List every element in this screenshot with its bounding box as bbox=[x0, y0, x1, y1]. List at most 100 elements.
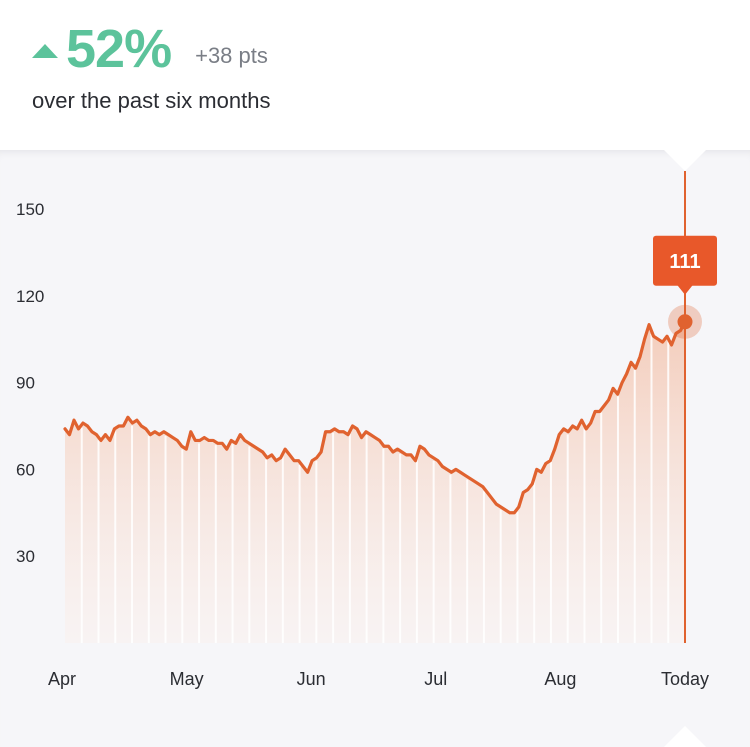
data-point bbox=[211, 438, 215, 442]
change-points: +38 pts bbox=[195, 43, 268, 68]
data-point bbox=[252, 444, 256, 448]
data-point bbox=[175, 438, 179, 442]
y-tick-label: 90 bbox=[16, 374, 35, 393]
data-point bbox=[270, 453, 274, 457]
x-tick-label: Apr bbox=[48, 669, 76, 689]
data-point bbox=[395, 447, 399, 451]
data-point bbox=[562, 427, 566, 431]
series-line bbox=[63, 320, 687, 515]
area-stripes bbox=[80, 333, 670, 643]
data-point bbox=[593, 410, 597, 414]
data-point bbox=[72, 418, 76, 422]
data-point bbox=[535, 467, 539, 471]
data-point bbox=[274, 459, 278, 463]
data-point bbox=[490, 496, 494, 500]
data-point bbox=[454, 467, 458, 471]
data-point bbox=[292, 459, 296, 463]
data-point bbox=[301, 464, 305, 468]
data-point bbox=[355, 427, 359, 431]
data-point bbox=[481, 485, 485, 489]
data-point bbox=[220, 441, 224, 445]
data-point bbox=[108, 438, 112, 442]
data-point bbox=[544, 462, 548, 466]
data-point bbox=[76, 427, 80, 431]
data-point bbox=[418, 444, 422, 448]
data-point bbox=[607, 398, 611, 402]
data-point bbox=[283, 447, 287, 451]
data-point bbox=[117, 424, 121, 428]
data-point bbox=[445, 467, 449, 471]
data-point bbox=[458, 470, 462, 474]
tooltip-value: 111 bbox=[669, 251, 700, 273]
data-point bbox=[279, 456, 283, 460]
data-point bbox=[656, 337, 660, 341]
data-point bbox=[467, 476, 471, 480]
data-point bbox=[85, 424, 89, 428]
data-point bbox=[557, 433, 561, 437]
data-point bbox=[342, 430, 346, 434]
data-point bbox=[575, 427, 579, 431]
data-point bbox=[67, 433, 71, 437]
x-tick-label: Today bbox=[661, 669, 709, 689]
trend-up-icon bbox=[32, 44, 58, 58]
data-point bbox=[643, 337, 647, 341]
area-fill bbox=[65, 321, 685, 643]
data-point bbox=[256, 447, 260, 451]
data-point bbox=[566, 430, 570, 434]
data-point bbox=[638, 355, 642, 359]
data-point bbox=[548, 459, 552, 463]
data-point bbox=[193, 438, 197, 442]
data-point bbox=[135, 418, 139, 422]
data-point bbox=[503, 508, 507, 512]
data-point bbox=[90, 430, 94, 434]
tooltip-pointer bbox=[677, 284, 693, 295]
tooltip-box bbox=[653, 235, 717, 286]
x-tick-label: Jul bbox=[424, 669, 447, 689]
change-percent: 52% bbox=[66, 19, 172, 79]
data-point bbox=[144, 427, 148, 431]
data-point bbox=[512, 511, 516, 515]
data-point bbox=[571, 424, 575, 428]
data-point bbox=[364, 430, 368, 434]
data-point bbox=[463, 473, 467, 477]
data-point bbox=[337, 430, 341, 434]
data-point bbox=[494, 502, 498, 506]
data-point bbox=[602, 404, 606, 408]
data-point bbox=[629, 360, 633, 364]
data-point bbox=[288, 453, 292, 457]
data-point bbox=[333, 427, 337, 431]
data-point bbox=[422, 447, 426, 451]
data-point bbox=[634, 366, 638, 370]
data-point bbox=[126, 415, 130, 419]
notch-top bbox=[664, 150, 706, 171]
data-point bbox=[157, 433, 161, 437]
data-point bbox=[580, 418, 584, 422]
data-point bbox=[652, 334, 656, 338]
data-point bbox=[530, 482, 534, 486]
data-point bbox=[499, 505, 503, 509]
data-point bbox=[409, 453, 413, 457]
data-point bbox=[611, 386, 615, 390]
data-point bbox=[121, 424, 125, 428]
headline: 52% +38 pts bbox=[32, 18, 268, 80]
cursor-dot[interactable] bbox=[677, 314, 693, 330]
data-point bbox=[171, 436, 175, 440]
data-point bbox=[553, 447, 557, 451]
data-point bbox=[99, 438, 103, 442]
data-point bbox=[625, 372, 629, 376]
y-tick-label: 60 bbox=[16, 460, 35, 479]
x-tick-label: May bbox=[170, 669, 204, 689]
data-point bbox=[198, 438, 202, 442]
data-point bbox=[112, 427, 116, 431]
data-point bbox=[598, 410, 602, 414]
data-point bbox=[261, 450, 265, 454]
data-point bbox=[521, 491, 525, 495]
y-tick-label: 120 bbox=[16, 287, 44, 306]
data-point bbox=[306, 470, 310, 474]
data-point bbox=[324, 430, 328, 434]
data-point bbox=[485, 491, 489, 495]
data-point bbox=[189, 430, 193, 434]
data-point bbox=[184, 447, 188, 451]
y-tick-label: 30 bbox=[16, 547, 35, 566]
